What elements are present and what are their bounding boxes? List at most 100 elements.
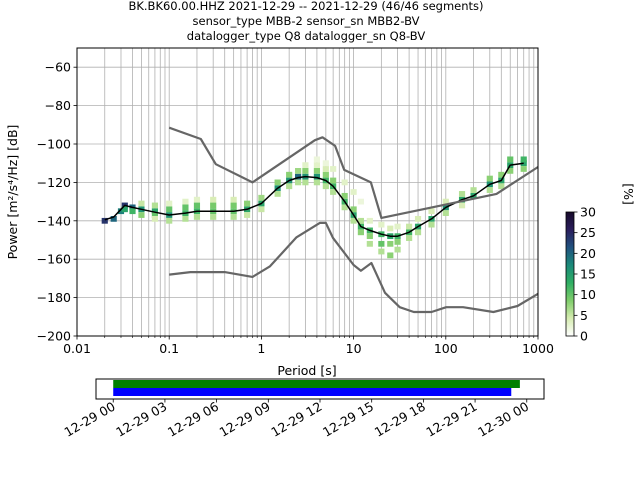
histogram-cell (486, 175, 493, 182)
histogram-cell (210, 196, 217, 203)
histogram-cell (350, 206, 357, 213)
colorbar-tick-label: 5 (580, 308, 588, 323)
histogram-cell (350, 217, 357, 224)
y-tick-label: −160 (37, 252, 71, 267)
y-tick-label: −60 (45, 60, 71, 75)
histogram-cell (302, 179, 309, 186)
timeline-tick-label: 12-29 21 (423, 399, 479, 440)
histogram-cell (244, 200, 251, 207)
histogram-cell (406, 223, 413, 230)
x-tick-label: 10 (346, 341, 362, 356)
histogram-cell (387, 252, 394, 259)
histogram-cell (302, 162, 309, 168)
timeline-tick-label: 12-29 03 (113, 399, 169, 440)
histogram-cell (230, 214, 237, 220)
histogram-cell (442, 210, 449, 216)
x-tick-label: 0.1 (159, 341, 179, 356)
histogram-cell (394, 246, 401, 253)
timeline-tick-label: 12-29 18 (372, 399, 428, 440)
colorbar-gradient (565, 211, 575, 337)
x-tick-label: 0.01 (63, 341, 91, 356)
x-tick-label: 1000 (522, 341, 554, 356)
histogram-cell (258, 194, 265, 201)
series-line-mean (104, 162, 524, 237)
histogram-cell (330, 189, 337, 195)
series-line-nlnm (169, 221, 539, 314)
timeline-tick-label: 12-29 06 (165, 399, 221, 440)
histogram-cell (313, 156, 320, 163)
histogram-cell (244, 212, 251, 218)
timeline-bar-psd (113, 388, 512, 396)
histogram-cell (498, 183, 505, 190)
histogram-cell (322, 160, 329, 167)
histogram-cell (357, 229, 364, 236)
histogram-cell (129, 208, 136, 215)
histogram-cell (341, 179, 348, 186)
histogram-cell (313, 173, 320, 180)
histogram-cell (182, 204, 189, 211)
timeline-tick-label: 12-30 00 (475, 399, 531, 440)
histogram-cell (138, 200, 145, 207)
histogram-cell (520, 166, 527, 172)
histogram-cell (458, 202, 466, 209)
series-lines (104, 126, 539, 314)
histogram-cell (295, 179, 302, 186)
histogram-cell (394, 223, 401, 230)
histogram-cell (313, 179, 320, 186)
histogram-cell (193, 196, 201, 203)
timeline-bar-data (113, 380, 520, 388)
histogram-cell (520, 160, 527, 167)
histogram-cell (210, 214, 217, 220)
histogram-cell (182, 216, 189, 222)
y-tick-label: −80 (45, 98, 71, 113)
histogram-cell (274, 179, 281, 186)
histogram-cell (286, 171, 293, 178)
histogram-cell (151, 212, 158, 218)
histogram-cell (341, 192, 348, 199)
plot-background (77, 48, 538, 336)
histogram-cell (394, 239, 401, 245)
histogram-cell (313, 162, 320, 168)
histogram-cell (286, 183, 293, 190)
histogram-cell (458, 191, 466, 197)
histogram-cell (138, 212, 145, 218)
y-tick-label: −100 (37, 137, 71, 152)
colorbar-ticks: 0 5 10 15 20 25 30 (574, 205, 596, 344)
histogram-cell (378, 221, 385, 228)
colorbar-tick-label: 0 (580, 329, 588, 344)
histogram-cell (350, 189, 357, 195)
title-line-1: BK.BK60.00.HHZ 2021-12-29 -- 2021-12-29 … (128, 0, 483, 13)
histogram-cell (210, 202, 217, 209)
histogram-cell (151, 216, 158, 222)
psd-plot: 0.01 0.1 1 10 100 1000 −60 −80 −100 −120 −140 −160… (5, 47, 554, 378)
histogram-cell (378, 248, 385, 255)
histogram-cell (414, 216, 422, 222)
histogram-cell (341, 204, 348, 211)
histogram-cell (322, 166, 329, 172)
series-line-nhnm (168, 126, 539, 219)
timeline-tick-label: 12-29 09 (217, 399, 273, 440)
histogram-cell (428, 221, 435, 228)
histogram-cell (151, 208, 158, 215)
colorbar-tick-label: 20 (580, 246, 596, 261)
title-line-2: sensor_type MBB-2 sensor_sn MBB2-BV (193, 14, 420, 28)
colorbar-label: [%] (621, 183, 636, 205)
timeline-bars (113, 380, 520, 396)
colorbar-tick-label: 30 (580, 205, 596, 220)
x-tick-label: 100 (434, 341, 458, 356)
histogram-cell (230, 202, 237, 209)
grid (76, 48, 538, 337)
colorbar: 0 5 10 15 20 25 30 [%] (565, 183, 636, 344)
timeline-tick-label: 12-29 00 (62, 399, 118, 440)
colorbar-tick-label: 10 (580, 287, 596, 302)
histogram-cell (295, 168, 302, 174)
x-axis-ticks: 0.01 0.1 1 10 100 1000 (63, 336, 554, 356)
histogram-cell (274, 191, 281, 197)
colorbar-tick-label: 15 (580, 267, 596, 282)
y-axis-label: Power [m²/s⁴/Hz] [dB] (5, 125, 20, 260)
histogram-cell (166, 200, 173, 207)
histogram-cell (313, 168, 320, 174)
histogram-cell (330, 177, 337, 184)
